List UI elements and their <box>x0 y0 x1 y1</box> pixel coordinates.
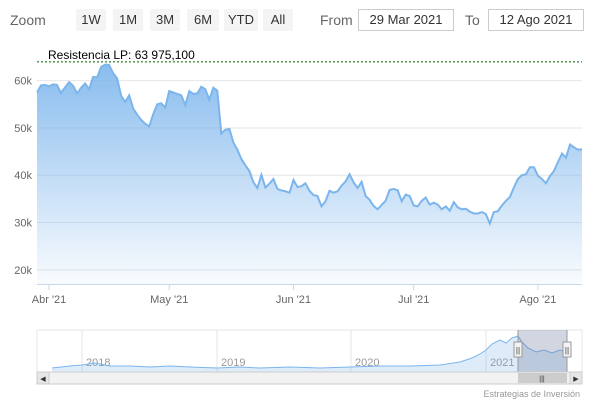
scroll-left-arrow-icon: ◀ <box>40 376 46 383</box>
nav-year-label: 2021 <box>490 357 514 369</box>
nav-series-fill <box>52 336 567 372</box>
y-tick-label: 20k <box>14 265 32 277</box>
x-tick-label: Jul '21 <box>398 294 429 306</box>
y-tick-label: 30k <box>14 218 32 230</box>
nav-selected-range[interactable] <box>518 330 567 372</box>
zoom-label: Zoom <box>10 12 46 28</box>
resistance-label: Resistencia LP: 63 975,100 <box>48 48 195 62</box>
nav-year-label: 2019 <box>221 357 245 369</box>
scrollbar-track[interactable] <box>36 371 583 385</box>
range-selector: Zoom 1W 1M 3M 6M YTD All From 29 Mar 202… <box>0 0 593 40</box>
nav-series-line <box>51 335 568 369</box>
scroll-right-button[interactable] <box>569 371 583 385</box>
nav-right-handle[interactable] <box>562 341 572 358</box>
x-tick-label: Jun '21 <box>276 294 311 306</box>
nav-left-handle-grip-icon: || <box>516 346 520 355</box>
to-label: To <box>465 12 480 28</box>
x-tick-label: May '21 <box>150 294 188 306</box>
price-area-fill <box>37 64 582 284</box>
scrollbar[interactable]: ◀ ▶ ||| <box>36 371 583 385</box>
y-tick-label: 40k <box>14 170 32 182</box>
zoom-ytd-button[interactable]: YTD <box>224 9 258 31</box>
navigator[interactable]: 2018 2019 2020 2021 || || <box>36 329 583 373</box>
scroll-left-button[interactable] <box>36 371 50 385</box>
from-date-input[interactable]: 29 Mar 2021 <box>358 9 454 31</box>
y-tick-label: 50k <box>14 123 32 135</box>
scrollbar-thumb[interactable] <box>518 373 567 383</box>
zoom-1w-button[interactable]: 1W <box>76 9 106 31</box>
scroll-right-arrow-icon: ▶ <box>573 376 579 383</box>
zoom-6m-button[interactable]: 6M <box>187 9 219 31</box>
to-date-input[interactable]: 12 Ago 2021 <box>488 9 584 31</box>
y-tick-label: 60k <box>14 76 32 88</box>
nav-left-handle[interactable] <box>513 341 523 358</box>
from-label: From <box>320 12 353 28</box>
x-tick-label: Ago '21 <box>519 294 556 306</box>
zoom-1m-button[interactable]: 1M <box>113 9 143 31</box>
x-tick-label: Abr '21 <box>32 294 67 306</box>
nav-year-label: 2018 <box>86 357 110 369</box>
zoom-3m-button[interactable]: 3M <box>150 9 180 31</box>
price-line <box>36 63 583 227</box>
scrollbar-grip-icon: ||| <box>539 376 545 383</box>
nav-right-handle-grip-icon: || <box>565 346 569 355</box>
chart-credits: Estrategias de Inversión <box>483 389 580 399</box>
zoom-all-button[interactable]: All <box>263 9 293 31</box>
